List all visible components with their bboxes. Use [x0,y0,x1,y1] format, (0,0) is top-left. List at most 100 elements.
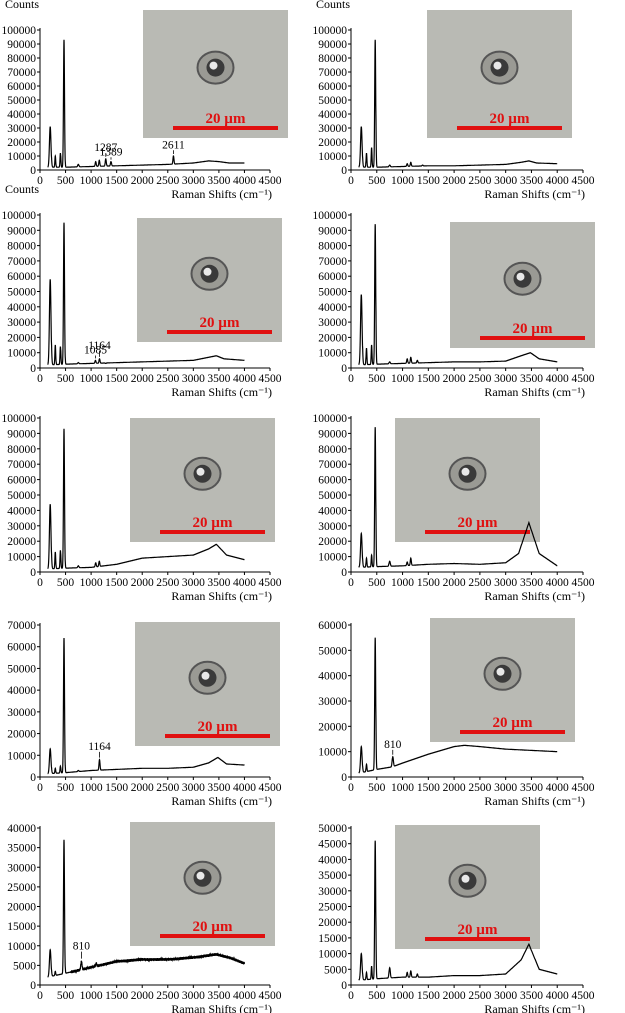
x-tick-label: 0 [348,990,354,1002]
peak-annotation-1164: 1164 [88,741,111,753]
y-axis-label: Counts [5,0,39,11]
inclusion-micrograph: 20 µm [135,622,280,746]
y-tick-label: 50000 [318,645,347,657]
x-axis-label: Raman Shifts (cm⁻¹) [171,385,272,399]
y-tick-label: 40000 [7,302,36,314]
y-tick-label: 40000 [318,854,347,866]
y-tick-label: 30000 [318,521,347,533]
y-tick-label: 40000 [318,671,347,683]
x-tick-label: 4500 [259,373,282,385]
x-tick-label: 3000 [182,990,205,1002]
x-tick-label: 3000 [494,990,517,1002]
x-tick-label: 3500 [520,577,543,589]
x-tick-label: 1000 [391,990,414,1002]
inclusion-micrograph: 20 µm [130,822,275,946]
x-tick-label: 500 [368,990,386,1002]
x-tick-label: 4000 [546,990,569,1002]
spectrum-line [47,637,245,775]
y-tick-label: 0 [341,567,347,579]
x-axis-label: Raman Shifts (cm⁻¹) [484,589,585,603]
x-tick-label: 3000 [494,577,517,589]
y-tick-label: 70000 [318,67,347,79]
x-axis-label: Raman Shifts (cm⁻¹) [171,1002,272,1013]
x-tick-label: 3500 [207,782,230,794]
y-tick-label: 0 [30,980,36,992]
y-tick-label: 30000 [7,862,36,874]
x-tick-label: 1000 [80,577,103,589]
x-tick-label: 4000 [546,577,569,589]
y-tick-label: 90000 [7,225,36,237]
bubble-highlight [461,874,470,883]
y-tick-label: 40000 [7,823,36,835]
y-tick-label: 10000 [7,151,36,163]
x-tick-label: 1500 [417,782,440,794]
spectrum-line [47,222,245,366]
x-tick-label: 4000 [546,175,569,187]
y-tick-label: 80000 [318,53,347,65]
x-tick-label: 4000 [546,782,569,794]
scale-bar-label: 20 µm [458,922,498,938]
x-axis-label: Raman Shifts (cm⁻¹) [484,1002,585,1013]
spectrum-line [358,224,558,366]
spectrum-line [47,839,245,978]
bubble-highlight [203,267,212,276]
spectrum-panel-4: 20 µm01000020000300004000050000600007000… [313,210,595,399]
x-tick-label: 1000 [80,373,103,385]
x-tick-label: 500 [57,782,75,794]
inclusion-micrograph: 20 µm [137,218,282,342]
x-tick-label: 3500 [207,577,230,589]
x-tick-label: 2500 [156,990,179,1002]
x-tick-label: 2000 [131,175,154,187]
y-tick-label: 50000 [318,287,347,299]
x-tick-label: 1000 [391,175,414,187]
spectrum-panel-8: 20 µm 0 10000 20000 30000 40000 50000 60000 0 500… [318,618,595,808]
y-tick-label: 10000 [318,747,347,759]
y-tick-label: 70000 [318,459,347,471]
x-tick-label: 3500 [520,175,543,187]
scale-bar-label: 20 µm [458,515,498,531]
x-tick-label: 0 [348,577,354,589]
y-tick-label: 80000 [7,444,36,456]
y-tick-label: 100000 [313,413,348,425]
y-tick-label: 100000 [313,210,348,222]
x-tick-label: 2000 [131,990,154,1002]
spectrum-line [358,840,558,981]
peak-annotation-810: 810 [384,739,402,751]
spectrum-panel-2: 20 µm01000020000300004000050000600007000… [313,0,595,201]
y-tick-label: 90000 [318,428,347,440]
peak-annotation-1085: 1085 [84,344,107,356]
inclusion-micrograph: 20 µm [430,618,575,742]
spectrum-panel-3: 20 µm01000020000300004000050000600007000… [2,182,282,399]
x-tick-label: 4500 [572,175,595,187]
y-tick-label: 0 [341,363,347,375]
y-tick-label: 0 [30,567,36,579]
x-tick-label: 0 [37,782,43,794]
x-tick-label: 1500 [417,577,440,589]
scale-bar-label: 20 µm [193,919,233,935]
scale-bar-label: 20 µm [198,719,238,735]
y-tick-label: 90000 [318,225,347,237]
x-tick-label: 1500 [105,577,128,589]
y-tick-label: 70000 [7,620,36,632]
x-tick-label: 0 [348,782,354,794]
x-tick-label: 0 [37,373,43,385]
y-tick-label: 70000 [318,256,347,268]
y-tick-label: 40000 [7,505,36,517]
x-tick-label: 0 [348,373,354,385]
y-tick-label: 30000 [7,707,36,719]
x-tick-label: 2000 [443,577,466,589]
peak-annotation-1389: 1389 [99,146,122,158]
bubble-highlight [209,61,218,70]
x-axis-label: Raman Shifts (cm⁻¹) [171,187,272,201]
y-tick-label: 50000 [7,490,36,502]
y-tick-label: 70000 [7,256,36,268]
x-tick-label: 500 [368,577,386,589]
y-tick-label: 10000 [7,348,36,360]
x-tick-label: 4000 [233,577,256,589]
x-tick-label: 500 [368,373,386,385]
y-tick-label: 30000 [318,317,347,329]
spectrum-line [47,39,245,169]
y-tick-label: 70000 [7,459,36,471]
y-tick-label: 30000 [7,123,36,135]
